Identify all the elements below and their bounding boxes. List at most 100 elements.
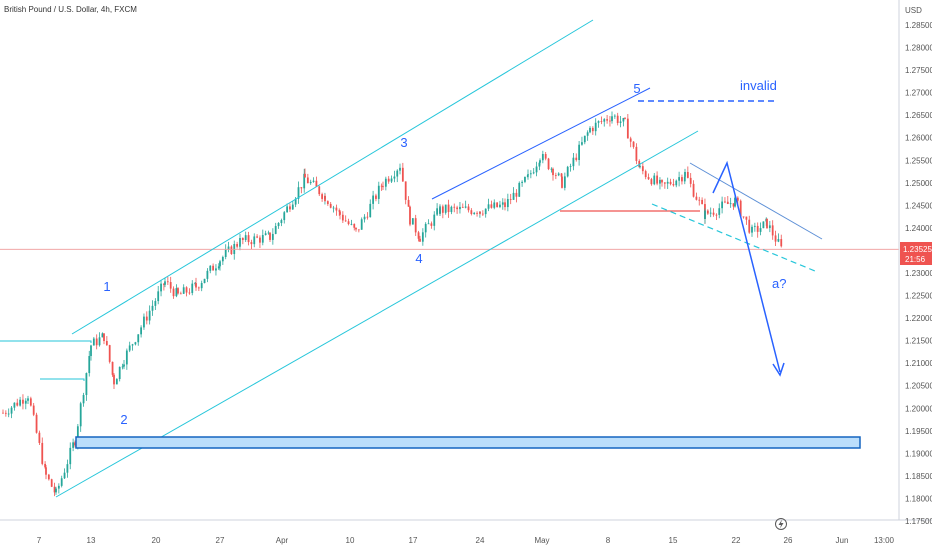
candle-body[interactable] xyxy=(125,350,128,365)
candle-body[interactable] xyxy=(427,223,430,225)
candle-body[interactable] xyxy=(140,327,142,335)
candle-body[interactable] xyxy=(560,173,563,177)
candle-body[interactable] xyxy=(521,181,523,183)
candle-body[interactable] xyxy=(393,176,396,179)
channel-upper-line[interactable] xyxy=(71,19,594,335)
candle-body[interactable] xyxy=(678,177,680,181)
candle-body[interactable] xyxy=(111,361,114,375)
candle-body[interactable] xyxy=(541,154,544,161)
candle-body[interactable] xyxy=(4,412,7,414)
candle-body[interactable] xyxy=(424,223,427,233)
candle-body[interactable] xyxy=(467,206,470,211)
candle-body[interactable] xyxy=(701,199,703,205)
candle-body[interactable] xyxy=(188,292,191,294)
candle-body[interactable] xyxy=(663,182,666,184)
candle-body[interactable] xyxy=(529,173,532,175)
candle-body[interactable] xyxy=(154,301,157,306)
candle-body[interactable] xyxy=(589,127,591,133)
candle-body[interactable] xyxy=(57,485,60,489)
lightning-icon[interactable] xyxy=(775,518,787,530)
candle-body[interactable] xyxy=(172,288,175,297)
candle-body[interactable] xyxy=(629,138,632,142)
candle-body[interactable] xyxy=(709,212,712,214)
candle-body[interactable] xyxy=(470,210,473,214)
candle-body[interactable] xyxy=(375,195,377,199)
candle-body[interactable] xyxy=(2,412,4,414)
candle-body[interactable] xyxy=(644,171,647,178)
candle-body[interactable] xyxy=(459,206,461,210)
candle-body[interactable] xyxy=(372,195,374,204)
level-line-1[interactable] xyxy=(0,340,92,343)
candle-body[interactable] xyxy=(417,232,420,239)
candle-body[interactable] xyxy=(27,398,29,401)
candle-body[interactable] xyxy=(63,472,66,479)
candle-body[interactable] xyxy=(626,118,629,139)
candle-body[interactable] xyxy=(105,341,108,346)
candle-body[interactable] xyxy=(13,402,16,408)
candle-body[interactable] xyxy=(179,293,182,295)
candle-body[interactable] xyxy=(396,170,399,177)
candle-body[interactable] xyxy=(399,167,401,171)
candle-body[interactable] xyxy=(44,463,46,468)
projection-arrow[interactable] xyxy=(712,160,781,373)
level-line-2[interactable] xyxy=(40,378,85,381)
candle-body[interactable] xyxy=(647,177,650,180)
candle-body[interactable] xyxy=(586,132,589,136)
candle-body[interactable] xyxy=(50,479,53,487)
candle-body[interactable] xyxy=(101,333,104,338)
candle-body[interactable] xyxy=(401,167,404,182)
candle-body[interactable] xyxy=(447,204,450,213)
candle-body[interactable] xyxy=(277,223,280,227)
candle-body[interactable] xyxy=(300,187,303,189)
candle-body[interactable] xyxy=(768,225,771,229)
candle-body[interactable] xyxy=(762,221,765,229)
candle-body[interactable] xyxy=(609,120,611,122)
candle-body[interactable] xyxy=(131,344,134,346)
candle-body[interactable] xyxy=(453,206,456,208)
candle-body[interactable] xyxy=(557,173,560,176)
candle-body[interactable] xyxy=(409,206,411,225)
candle-body[interactable] xyxy=(157,291,160,302)
candle-body[interactable] xyxy=(407,199,410,207)
candle-body[interactable] xyxy=(669,181,672,185)
candle-body[interactable] xyxy=(280,220,283,224)
wedge-upper-line[interactable] xyxy=(689,162,823,240)
candle-body[interactable] xyxy=(98,337,101,346)
candle-body[interactable] xyxy=(421,232,424,242)
candle-body[interactable] xyxy=(473,212,476,214)
candle-body[interactable] xyxy=(69,447,72,465)
candle-body[interactable] xyxy=(304,173,306,178)
candle-body[interactable] xyxy=(382,186,384,188)
candle-body[interactable] xyxy=(66,464,69,473)
candle-body[interactable] xyxy=(85,373,88,396)
candle-body[interactable] xyxy=(583,135,586,143)
candle-body[interactable] xyxy=(639,166,641,168)
candle-body[interactable] xyxy=(212,265,214,271)
candle-body[interactable] xyxy=(613,115,616,117)
candle-body[interactable] xyxy=(264,233,267,236)
wave-channel-top[interactable] xyxy=(431,87,651,200)
candle-body[interactable] xyxy=(341,214,344,221)
candle-body[interactable] xyxy=(309,181,312,184)
candle-body[interactable] xyxy=(479,211,481,214)
candle-body[interactable] xyxy=(552,168,554,176)
candle-body[interactable] xyxy=(35,414,38,433)
candle-body[interactable] xyxy=(759,228,762,232)
candle-body[interactable] xyxy=(745,216,748,220)
candle-body[interactable] xyxy=(539,160,541,163)
candle-body[interactable] xyxy=(411,218,414,225)
candle-body[interactable] xyxy=(461,206,464,208)
candle-body[interactable] xyxy=(659,179,661,184)
candle-body[interactable] xyxy=(572,157,575,167)
candle-body[interactable] xyxy=(236,243,238,247)
candle-body[interactable] xyxy=(756,225,759,232)
candle-body[interactable] xyxy=(581,142,583,145)
candle-body[interactable] xyxy=(164,281,166,285)
candle-body[interactable] xyxy=(594,122,597,132)
candle-body[interactable] xyxy=(554,175,557,176)
candle-body[interactable] xyxy=(166,281,169,283)
candle-body[interactable] xyxy=(169,282,172,289)
candle-body[interactable] xyxy=(653,175,656,185)
candle-body[interactable] xyxy=(739,200,742,217)
